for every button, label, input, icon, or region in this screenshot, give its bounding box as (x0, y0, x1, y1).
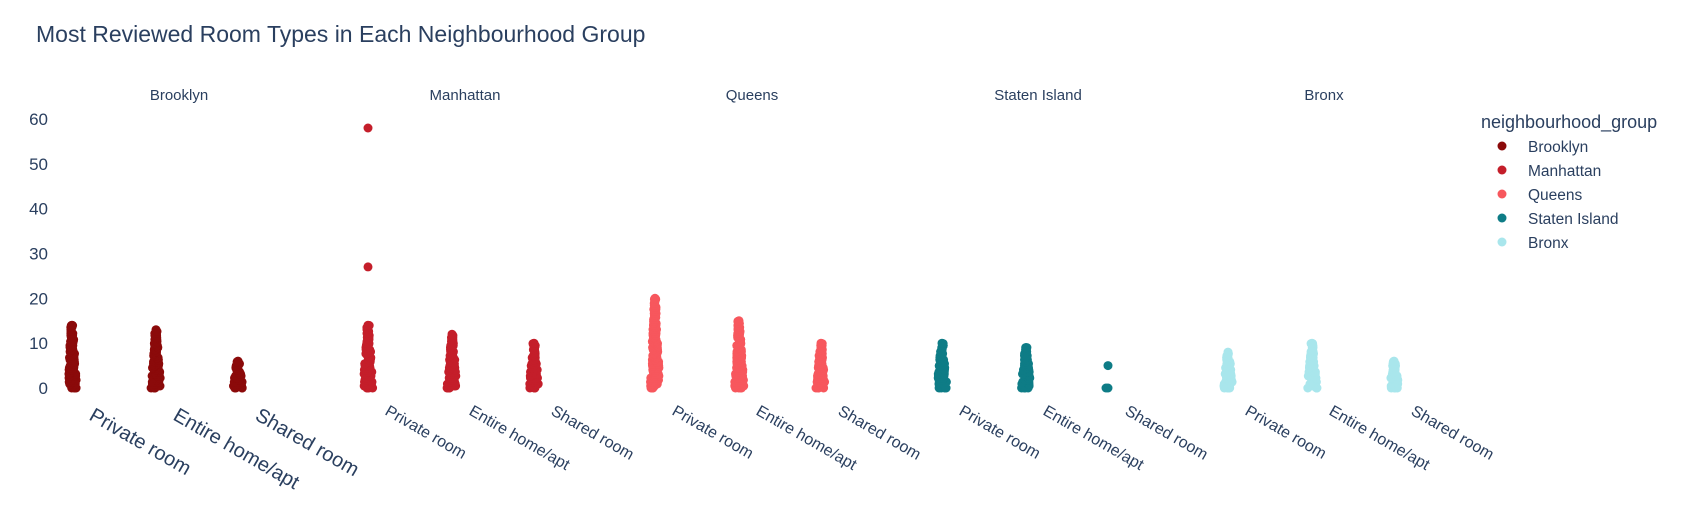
legend-marker (1497, 213, 1507, 223)
y-tick-label: 10 (29, 334, 48, 353)
strip-series (1386, 356, 1403, 393)
data-point (1223, 347, 1233, 357)
strip-series (525, 338, 543, 393)
legend-label: Manhattan (1528, 163, 1601, 180)
legend-title: neighbourhood_group (1481, 112, 1657, 133)
strip-series (442, 329, 461, 393)
legend-marker (1497, 189, 1507, 199)
legend-marker (1497, 141, 1507, 151)
data-point (1389, 356, 1399, 366)
facet-label: Brooklyn (150, 87, 208, 104)
x-tick-label: Private room (382, 403, 469, 463)
strip-series (1303, 338, 1322, 393)
data-point (1101, 383, 1111, 393)
data-point (67, 320, 77, 330)
legend-item-staten-island[interactable]: Staten Island (1497, 211, 1619, 228)
legend-item-bronx[interactable]: Bronx (1497, 235, 1569, 252)
data-point (1103, 361, 1113, 371)
facet-label: Staten Island (994, 87, 1082, 104)
strip-series (229, 356, 247, 393)
data-point (447, 329, 457, 339)
strip-series (933, 338, 951, 393)
strip-series (1219, 347, 1237, 393)
y-tick-label: 30 (29, 245, 48, 264)
facet-label: Queens (726, 87, 779, 104)
y-tick-label: 20 (29, 289, 48, 308)
legend-marker (1497, 237, 1507, 247)
strip-series (1101, 361, 1113, 393)
x-tick-label: Private room (669, 403, 756, 463)
y-tick-label: 50 (29, 155, 48, 174)
legend-item-brooklyn[interactable]: Brooklyn (1497, 139, 1589, 156)
strip-series (359, 123, 378, 393)
legend-item-manhattan[interactable]: Manhattan (1497, 163, 1602, 180)
y-tick-label: 0 (39, 379, 48, 398)
y-tick-label: 60 (29, 110, 48, 129)
legend-label: Staten Island (1528, 211, 1618, 228)
data-point (151, 325, 161, 335)
data-point (1021, 343, 1031, 353)
data-point (1307, 338, 1317, 348)
strip-series (1017, 343, 1035, 393)
data-point (233, 356, 243, 366)
chart-title: Most Reviewed Room Types in Each Neighbo… (36, 21, 645, 47)
legend-label: Brooklyn (1528, 139, 1588, 156)
data-point (734, 316, 744, 326)
data-point (816, 338, 826, 348)
x-tick-label: Private room (1242, 403, 1329, 463)
x-tick-label: Private room (956, 403, 1043, 463)
legend-label: Queens (1528, 187, 1583, 204)
facet-label: Bronx (1304, 87, 1344, 104)
legend-item-queens[interactable]: Queens (1497, 187, 1583, 204)
y-tick-label: 40 (29, 200, 48, 219)
legend-label: Bronx (1528, 235, 1569, 252)
data-point (363, 123, 373, 133)
data-point (363, 262, 373, 272)
data-point (529, 338, 539, 348)
facet-label: Manhattan (430, 87, 501, 104)
legend-marker (1497, 165, 1507, 175)
y-axis: 0 10 20 30 40 50 60 (29, 110, 48, 398)
strip-series (146, 325, 165, 393)
strip-series (646, 293, 664, 393)
legend[interactable]: neighbourhood_group Brooklyn Manhattan Que… (1481, 112, 1657, 252)
strip-series (811, 338, 830, 393)
data-point (650, 293, 660, 303)
data-point (937, 338, 947, 348)
strip-series (64, 320, 81, 393)
strip-series (730, 316, 749, 393)
data-point (363, 320, 373, 330)
